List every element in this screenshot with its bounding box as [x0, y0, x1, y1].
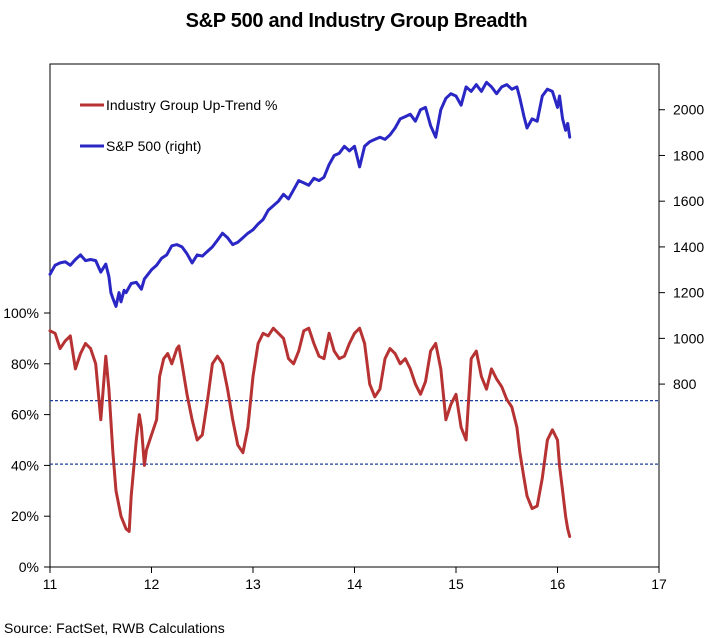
legend-label-1: Industry Group Up-Trend % [106, 97, 277, 113]
y-right-tick-label: 1000 [673, 330, 704, 346]
y-right-tick-label: 2000 [673, 102, 704, 118]
y-left-tick-label: 100% [3, 305, 39, 321]
y-left-tick-label: 60% [11, 407, 39, 423]
series-layer [48, 80, 572, 538]
y-left-tick-label: 0% [19, 559, 39, 575]
y-left-tick-label: 20% [11, 508, 39, 524]
y-right-tick-label: 800 [673, 376, 697, 392]
y-right-tick-label: 1200 [673, 285, 704, 301]
series-line-breadth [48, 326, 572, 538]
x-tick-label: 15 [448, 576, 464, 592]
legend-label-2: S&P 500 (right) [106, 138, 201, 154]
x-tick-label: 17 [651, 576, 667, 592]
reference-lines [50, 400, 659, 465]
y-left-tick-label: 40% [11, 457, 39, 473]
y-right-tick-label: 1600 [673, 193, 704, 209]
legend: Industry Group Up-Trend % S&P 500 (right) [80, 97, 277, 154]
source-note: Source: FactSet, RWB Calculations [4, 620, 225, 636]
x-tick-label: 13 [245, 576, 261, 592]
series-line-spx [48, 80, 572, 308]
plot-area [49, 63, 660, 568]
x-tick-label: 12 [144, 576, 160, 592]
y-right-tick-label: 1400 [673, 239, 704, 255]
y-left-tick-label: 80% [11, 356, 39, 372]
x-tick-label: 16 [550, 576, 566, 592]
x-tick-label: 14 [347, 576, 363, 592]
x-tick-label: 11 [43, 576, 58, 592]
y-right-tick-label: 1800 [673, 147, 704, 163]
axes-layer: 11 12 13 14 15 16 17 0% 20% 40% 60% 80% 100% 800 1000 1… [3, 102, 704, 592]
chart-title: S&P 500 and Industry Group Breadth [185, 10, 528, 32]
